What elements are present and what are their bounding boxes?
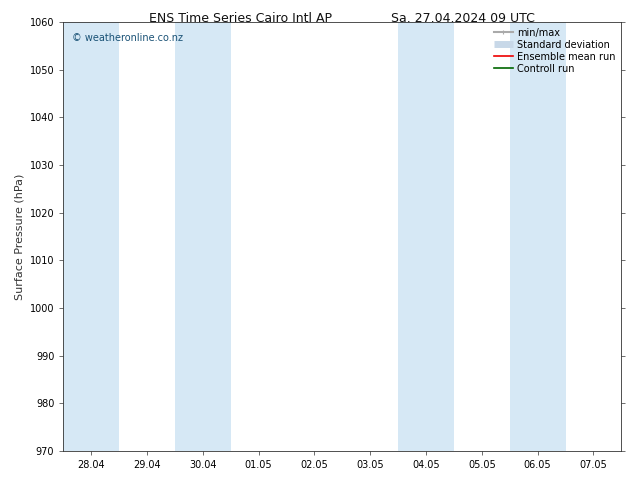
Text: ENS Time Series Cairo Intl AP: ENS Time Series Cairo Intl AP [150, 12, 332, 25]
Bar [63, 22, 119, 451]
Bar [398, 22, 454, 451]
Bar [175, 22, 231, 451]
Bar [510, 22, 566, 451]
Y-axis label: Surface Pressure (hPa): Surface Pressure (hPa) [14, 173, 24, 299]
Text: © weatheronline.co.nz: © weatheronline.co.nz [72, 33, 183, 43]
Legend: min/max, Standard deviation, Ensemble mean run, Controll run: min/max, Standard deviation, Ensemble me… [489, 24, 619, 77]
Text: Sa. 27.04.2024 09 UTC: Sa. 27.04.2024 09 UTC [391, 12, 534, 25]
